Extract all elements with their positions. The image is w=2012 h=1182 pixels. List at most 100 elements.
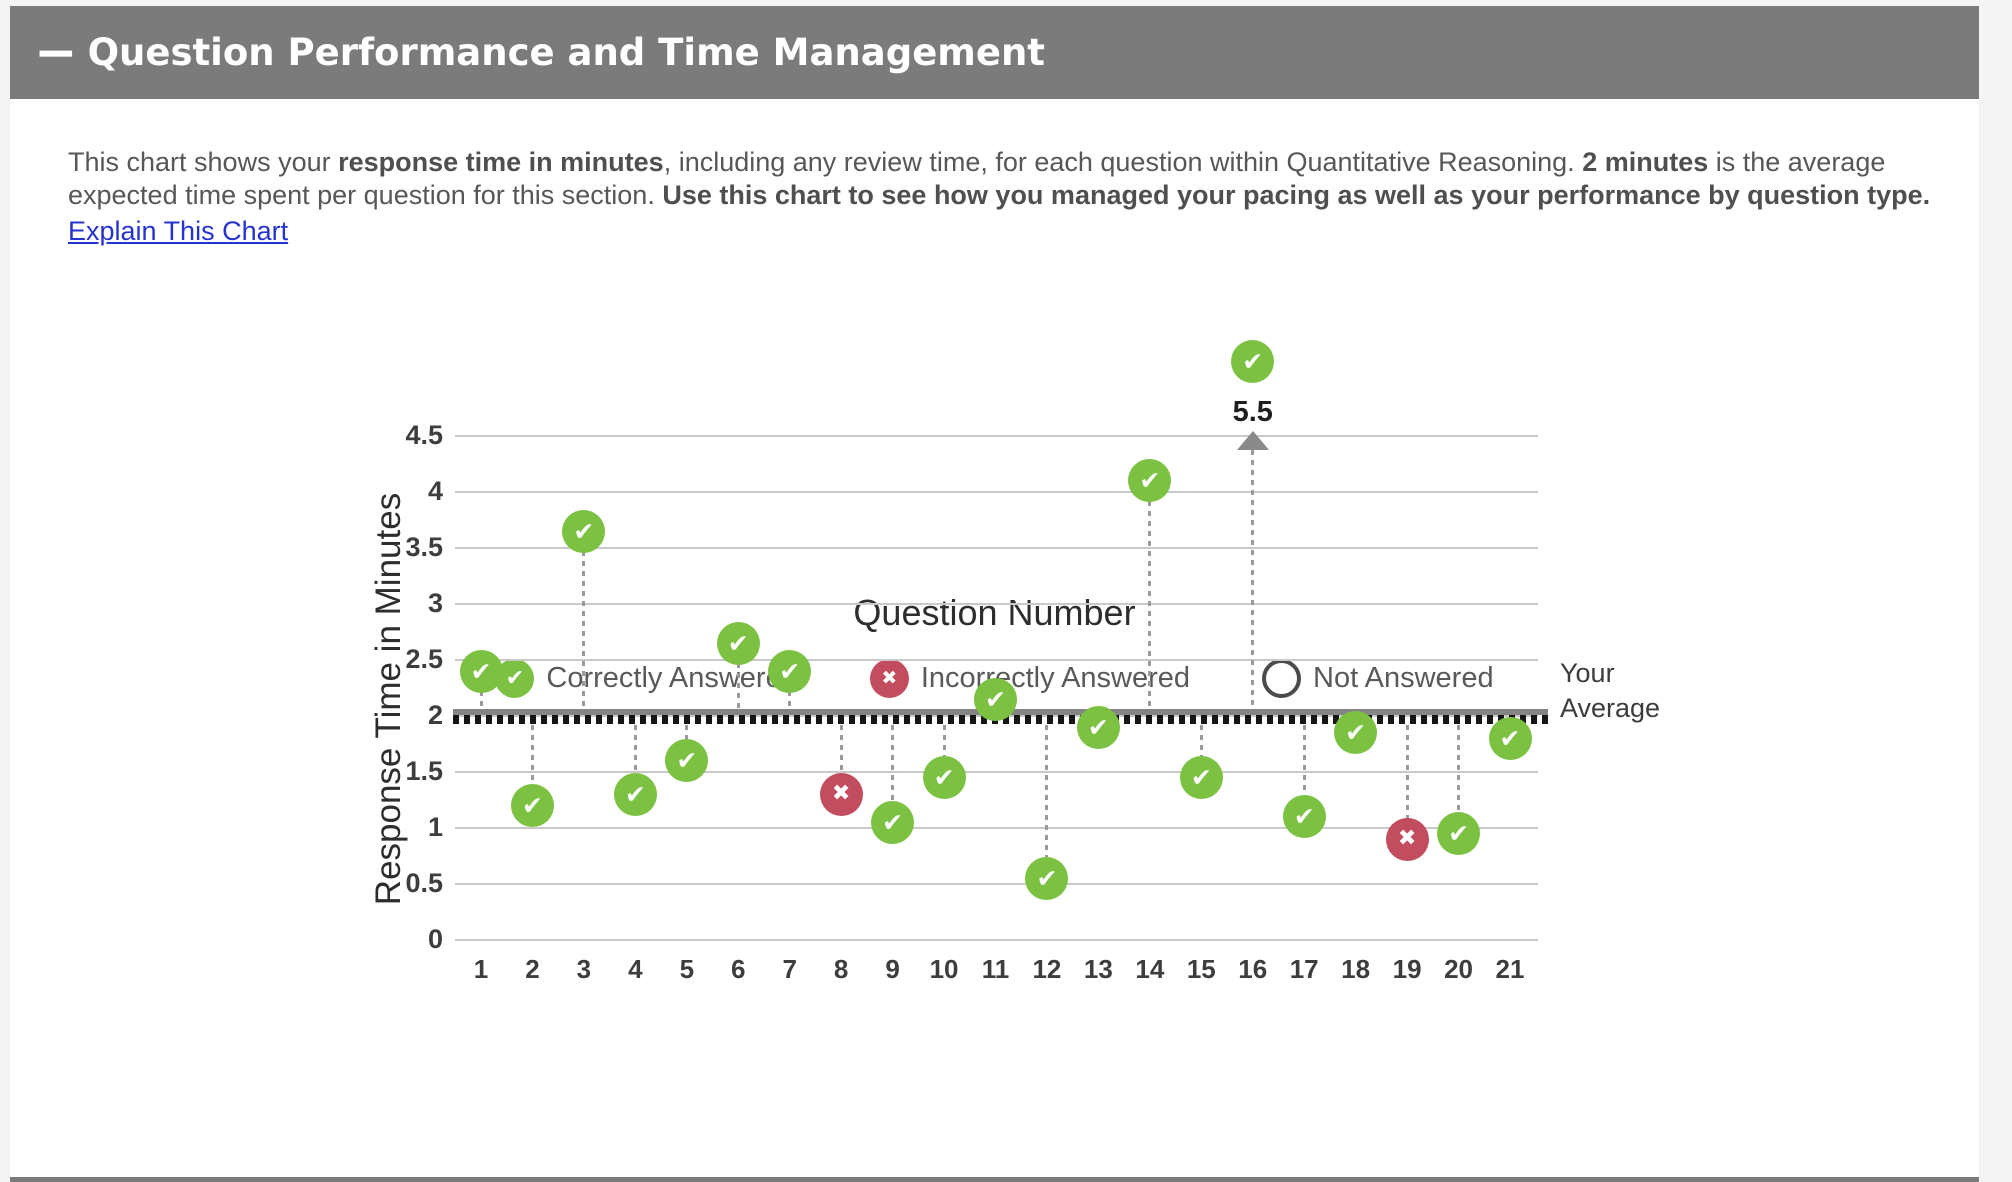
section-header: − Question Performance and Time Manageme… xyxy=(10,6,1979,99)
question-marker-q11[interactable]: ✔ xyxy=(974,677,1017,721)
stem-dotted-line xyxy=(1405,725,1409,840)
check-icon: ✔ xyxy=(470,656,492,686)
check-icon: ✔ xyxy=(1499,723,1521,753)
response-time-chart: 0 0.5 1 1.5 2 2.5 3 3.5 4 4.5 ✔ 1 ✔ 2 ✔ 3 ✔ 4 ✔ 5 ✔ 6 ✔ 7 ✖ 8 ✔ 9 ✔ 1… xyxy=(405,340,1548,984)
x-tick-label: 8 xyxy=(833,954,849,984)
x-tick-label: 7 xyxy=(782,954,797,984)
next-section-header-edge xyxy=(10,1177,1979,1182)
y-tick-label: 0 xyxy=(427,924,443,954)
x-icon: ✖ xyxy=(1397,826,1417,852)
x-tick-label: 9 xyxy=(885,954,900,984)
question-marker-q17[interactable]: ✔ xyxy=(1282,795,1326,839)
chart-legend: ✔ Correctly Answered ✖ Incorrectly Answered… xyxy=(10,659,1979,698)
x-tick-label: 15 xyxy=(1186,954,1216,984)
description-segment: response time in minutes xyxy=(338,147,664,177)
x-tick-label: 16 xyxy=(1238,954,1268,984)
stem-dotted-line xyxy=(1148,480,1152,709)
question-marker-q18[interactable]: ✔ xyxy=(1334,711,1378,755)
stem-dotted-line xyxy=(1251,450,1255,709)
question-marker-q14[interactable]: ✔ xyxy=(1128,459,1172,503)
gridline xyxy=(455,771,1538,773)
x-tick-label: 5 xyxy=(679,954,695,984)
your-average-label: Your Average xyxy=(1560,658,1661,723)
x-tick-label: 21 xyxy=(1495,954,1525,984)
check-icon: ✔ xyxy=(985,684,1006,714)
legend-label: Not Answered xyxy=(1313,662,1494,694)
question-marker-q1[interactable]: ✔ xyxy=(459,649,503,693)
x-tick-label: 14 xyxy=(1135,954,1165,984)
gridline xyxy=(455,827,1538,829)
description-segment: , including any review time, for each qu… xyxy=(663,147,1583,177)
x-circle-icon: ✖ xyxy=(869,659,909,698)
offscale-value-label: 5.5 xyxy=(1232,396,1273,428)
x-tick-label: 17 xyxy=(1289,954,1319,984)
y-tick-label: 2.5 xyxy=(405,644,443,674)
stem-dotted-line xyxy=(736,643,740,709)
y-tick-label: 0.5 xyxy=(405,868,443,898)
stem-dotted-line xyxy=(891,725,895,823)
stem-dotted-line xyxy=(1199,725,1203,778)
stem-dotted-line xyxy=(582,531,586,709)
check-icon: ✔ xyxy=(1293,802,1315,832)
x-icon: ✖ xyxy=(831,781,851,807)
check-icon: ✔ xyxy=(1345,718,1367,748)
check-icon: ✔ xyxy=(1139,466,1161,496)
question-marker-q4[interactable]: ✔ xyxy=(613,772,657,816)
question-marker-q2[interactable]: ✔ xyxy=(510,784,554,828)
x-tick-label: 6 xyxy=(731,954,746,984)
check-icon: ✔ xyxy=(1190,763,1212,793)
stem-dotted-line xyxy=(633,725,637,795)
y-tick-label: 1 xyxy=(427,812,443,842)
question-marker-q15[interactable]: ✔ xyxy=(1179,756,1223,800)
description-segment: is the average expected time spent per q… xyxy=(68,147,1886,210)
question-marker-q12[interactable]: ✔ xyxy=(1025,856,1069,900)
x-tick-label: 10 xyxy=(929,954,959,984)
stem-dotted-line xyxy=(1045,725,1049,879)
description-text: This chart shows your response time in m… xyxy=(68,147,1930,210)
x-tick-label: 20 xyxy=(1444,954,1473,984)
explain-this-chart-link[interactable]: Explain This Chart xyxy=(68,216,289,246)
check-icon: ✔ xyxy=(1036,863,1058,893)
x-tick-label: 11 xyxy=(981,954,1010,984)
check-icon: ✔ xyxy=(573,516,595,546)
x-tick-label: 12 xyxy=(1032,954,1062,984)
gridline xyxy=(455,659,1538,661)
stem-dotted-line xyxy=(839,725,843,795)
check-icon: ✔ xyxy=(521,791,543,821)
question-marker-q13[interactable]: ✔ xyxy=(1076,705,1120,749)
check-icon: ✔ xyxy=(1242,347,1264,376)
gridline xyxy=(455,547,1538,549)
question-marker-q21[interactable]: ✔ xyxy=(1488,716,1532,760)
stem-dotted-line xyxy=(1457,725,1461,834)
description-segment: Use this chart to see how you managed yo… xyxy=(662,180,1931,210)
gridline xyxy=(455,491,1538,493)
y-tick-label: 2 xyxy=(427,700,443,730)
gridline xyxy=(455,435,1538,437)
legend-item-incorrect: ✖ Incorrectly Answered xyxy=(869,659,1190,698)
collapse-icon[interactable]: − xyxy=(34,22,78,83)
question-marker-q9[interactable]: ✔ xyxy=(871,800,915,844)
x-tick-label: 2 xyxy=(525,954,540,984)
question-marker-q8[interactable]: ✖ xyxy=(819,772,863,816)
question-marker-q7[interactable]: ✔ xyxy=(768,649,812,693)
question-marker-q6[interactable]: ✔ xyxy=(716,621,760,665)
question-marker-q3[interactable]: ✔ xyxy=(562,509,606,553)
question-marker-q5[interactable]: ✔ xyxy=(665,739,709,783)
question-marker-q16[interactable]: ✔ xyxy=(1231,340,1275,383)
question-performance-section: − Question Performance and Time Manageme… xyxy=(10,6,1979,1182)
legend-item-correct: ✔ Correctly Answered xyxy=(495,659,798,698)
check-circle-icon: ✔ xyxy=(495,659,535,698)
check-icon: ✔ xyxy=(882,807,904,837)
check-icon: ✔ xyxy=(1087,712,1109,742)
gridline xyxy=(455,603,1538,605)
x-tick-label: 18 xyxy=(1341,954,1371,984)
question-marker-q10[interactable]: ✔ xyxy=(922,756,966,800)
question-marker-q20[interactable]: ✔ xyxy=(1437,812,1481,856)
y-tick-label: 1.5 xyxy=(405,756,443,786)
x-tick-label: 13 xyxy=(1083,954,1113,984)
question-marker-q19[interactable]: ✖ xyxy=(1385,817,1429,861)
description-segment: This chart shows your xyxy=(68,147,339,177)
stem-dotted-line xyxy=(942,725,946,778)
gridline xyxy=(455,939,1538,941)
x-tick-label: 19 xyxy=(1392,954,1422,984)
